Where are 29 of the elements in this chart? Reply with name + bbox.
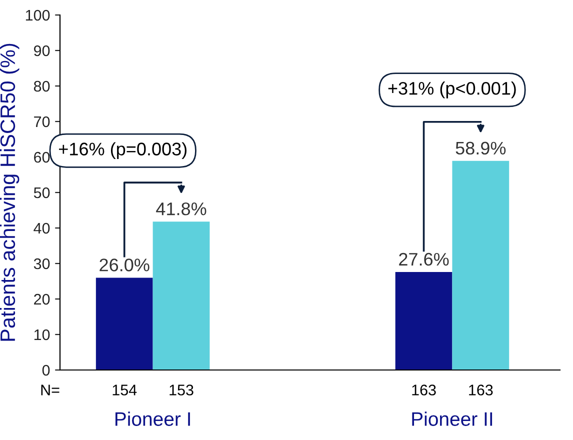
y-tick-label: 100: [26, 10, 50, 21]
y-tick-label: 0: [42, 364, 50, 376]
y-tick-label: 10: [34, 329, 50, 340]
data-label: 26.0%: [100, 258, 150, 272]
text: 154: [112, 384, 137, 396]
text: 163: [469, 384, 493, 396]
bar: [452, 160, 510, 370]
bar: [395, 272, 452, 370]
y-axis-title: Patients achieving HiSCR50 (%): [0, 44, 20, 341]
text: 153: [170, 384, 194, 396]
y-tick-label: 80: [34, 80, 50, 92]
bar: [152, 222, 210, 370]
annotation: +16% (p=0.003): [59, 142, 186, 160]
bar: [96, 278, 153, 370]
y-tick-label: 40: [34, 222, 50, 234]
y-tick-label: 90: [34, 45, 50, 56]
y-tick-label: 60: [34, 152, 50, 163]
text: 163: [412, 384, 436, 396]
text: N=: [41, 384, 60, 396]
data-label: 58.9%: [456, 142, 506, 155]
y-tick-label: 20: [34, 294, 50, 305]
data-label: 27.6%: [399, 252, 449, 266]
x-tick-label: Pioneer II: [412, 412, 492, 426]
x-tick-label: Pioneer I: [116, 412, 190, 426]
y-tick-label: 30: [34, 258, 50, 270]
annotation: +31% (p<0.001): [388, 81, 516, 98]
y-tick-label: 70: [34, 116, 50, 128]
y-tick-label: 50: [34, 187, 50, 198]
data-label: 41.8%: [156, 202, 206, 216]
